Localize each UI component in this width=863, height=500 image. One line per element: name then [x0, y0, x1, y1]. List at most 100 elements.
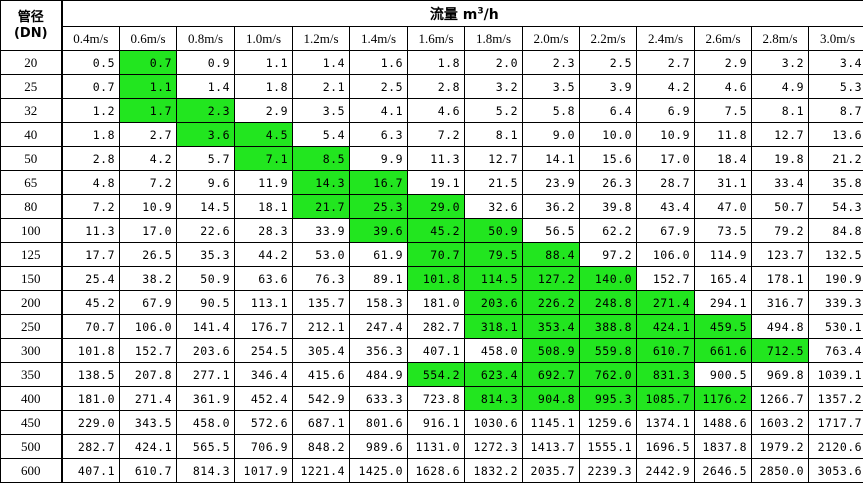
flow-value-cell: 572.6 [234, 410, 293, 435]
flow-value-cell: 2.9 [694, 50, 752, 75]
flow-header-label: 流量 m [429, 6, 478, 23]
table-row: 65 4.8 7.2 9.6 11.9 14.3 16.7 19.1 21.5 23.9 26.3 2… [0, 170, 863, 195]
flow-value-cell: 542.9 [292, 386, 350, 411]
flow-value-cell: 407.1 [407, 338, 465, 363]
flow-value-cell: 11.9 [234, 170, 293, 195]
flow-value-cell: 687.1 [292, 410, 350, 435]
flow-value-cell: 50.9 [464, 218, 523, 243]
velocity-header-cell: 1.2m/s [292, 26, 350, 51]
flow-value-cell: 12.7 [751, 122, 809, 147]
flow-value-cell: 45.2 [60, 290, 120, 315]
flow-value-cell: 294.1 [694, 290, 752, 315]
flow-value-cell: 9.6 [176, 170, 235, 195]
flow-value-cell: 229.0 [60, 410, 120, 435]
flow-value-cell: 610.7 [119, 458, 177, 483]
flow-value-cell: 346.4 [234, 362, 293, 387]
table-row: 600 407.1 610.7 814.3 1017.9 1221.4 1425.0 1628… [0, 458, 863, 483]
flow-value-cell: 35.3 [176, 242, 235, 267]
flow-value-cell: 248.8 [579, 290, 637, 315]
flow-value-cell: 44.2 [234, 242, 293, 267]
flow-value-cell: 8.5 [292, 146, 350, 171]
flow-value-cell: 18.1 [234, 194, 293, 219]
flow-value-cell: 73.5 [694, 218, 752, 243]
flow-value-cell: 3.2 [464, 74, 523, 99]
flow-value-cell: 25.4 [60, 266, 120, 291]
flow-header-cell: 流量 m3/h [60, 0, 863, 27]
flow-value-cell: 28.7 [636, 170, 695, 195]
flow-value-cell: 5.2 [464, 98, 523, 123]
flow-value-cell: 904.8 [522, 386, 580, 411]
flow-value-cell: 814.3 [176, 458, 235, 483]
flow-value-cell: 50.9 [176, 266, 235, 291]
flow-value-cell: 4.2 [636, 74, 695, 99]
flow-value-cell: 70.7 [407, 242, 465, 267]
flow-value-cell: 4.1 [349, 98, 408, 123]
flow-value-cell: 101.8 [60, 338, 120, 363]
flow-value-cell: 1.4 [176, 74, 235, 99]
flow-value-cell: 14.5 [176, 194, 235, 219]
flow-value-cell: 207.8 [119, 362, 177, 387]
velocity-header-cell: 1.8m/s [464, 26, 523, 51]
flow-value-cell: 1.2 [60, 98, 120, 123]
flow-value-cell: 106.0 [636, 242, 695, 267]
flow-value-cell: 106.0 [119, 314, 177, 339]
flow-value-cell: 4.8 [60, 170, 120, 195]
flow-value-cell: 848.2 [292, 434, 350, 459]
flow-header-sup: 3 [477, 5, 484, 16]
header-row-velocity: 0.4m/s 0.6m/s 0.8m/s 1.0m/s 1.2m/s 1.4m/s 1.6m… [1, 26, 863, 51]
flow-value-cell: 45.2 [407, 218, 465, 243]
flow-value-cell: 3.9 [579, 74, 637, 99]
flow-value-cell: 62.2 [579, 218, 637, 243]
flow-value-cell: 39.6 [349, 218, 408, 243]
flow-value-cell: 282.7 [407, 314, 465, 339]
flow-value-cell: 762.0 [579, 362, 637, 387]
flow-value-cell: 4.9 [751, 74, 809, 99]
table-row: 300 101.8 152.7 203.6 254.5 305.4 356.3 407.1 45… [0, 338, 863, 363]
flow-value-cell: 2.5 [579, 50, 637, 75]
flow-value-cell: 9.9 [349, 146, 408, 171]
dn-cell: 50 [0, 146, 62, 171]
flow-value-cell: 21.7 [292, 194, 350, 219]
velocity-header-cell: 0.4m/s [60, 26, 120, 51]
flow-value-cell: 7.2 [407, 122, 465, 147]
flow-value-cell: 16.7 [349, 170, 408, 195]
flow-value-cell: 424.1 [119, 434, 177, 459]
flow-value-cell: 1259.6 [579, 410, 637, 435]
flow-value-cell: 271.4 [119, 386, 177, 411]
flow-value-cell: 38.2 [119, 266, 177, 291]
flow-value-cell: 565.5 [176, 434, 235, 459]
table-row: 250 70.7 106.0 141.4 176.7 212.1 247.4 282.7 318… [0, 314, 863, 339]
flow-value-cell: 31.1 [694, 170, 752, 195]
table-row: 40 1.8 2.7 3.6 4.5 5.4 6.3 7.2 8.1 9.0 10.0 10.9 11.… [0, 122, 863, 147]
flow-value-cell: 56.5 [522, 218, 580, 243]
flow-value-cell: 0.7 [60, 74, 120, 99]
table-row: 25 0.7 1.1 1.4 1.8 2.1 2.5 2.8 3.2 3.5 3.9 4.2 4.6 4.… [0, 74, 863, 99]
flow-value-cell: 50.7 [751, 194, 809, 219]
flow-value-cell: 203.6 [176, 338, 235, 363]
flow-value-cell: 361.9 [176, 386, 235, 411]
flow-value-cell: 916.1 [407, 410, 465, 435]
flow-value-cell: 203.6 [464, 290, 523, 315]
flow-value-cell: 33.4 [751, 170, 809, 195]
flow-value-cell: 70.7 [60, 314, 120, 339]
flow-value-cell: 388.8 [579, 314, 637, 339]
flow-value-cell: 494.8 [751, 314, 809, 339]
flow-value-cell: 10.9 [119, 194, 177, 219]
flow-value-cell: 2.5 [349, 74, 408, 99]
flow-value-cell: 1176.2 [694, 386, 752, 411]
flow-value-cell: 458.0 [464, 338, 523, 363]
flow-value-cell: 5.4 [292, 122, 350, 147]
table-row: 200 45.2 67.9 90.5 113.1 135.7 158.3 181.0 203.6… [0, 290, 863, 315]
flow-value-cell: 1039.1 [807, 362, 863, 387]
flow-value-cell: 2646.5 [694, 458, 752, 483]
velocity-header-cell: 0.6m/s [119, 26, 177, 51]
flow-value-cell: 1.8 [407, 50, 465, 75]
dn-header-line2: (DN) [13, 25, 48, 41]
flow-value-cell: 2.0 [464, 50, 523, 75]
flow-value-cell: 1.1 [119, 74, 177, 99]
flow-value-cell: 9.0 [522, 122, 580, 147]
flow-value-cell: 135.7 [292, 290, 350, 315]
dn-cell: 80 [0, 194, 62, 219]
flow-value-cell: 2.7 [119, 122, 177, 147]
flow-value-cell: 623.4 [464, 362, 523, 387]
